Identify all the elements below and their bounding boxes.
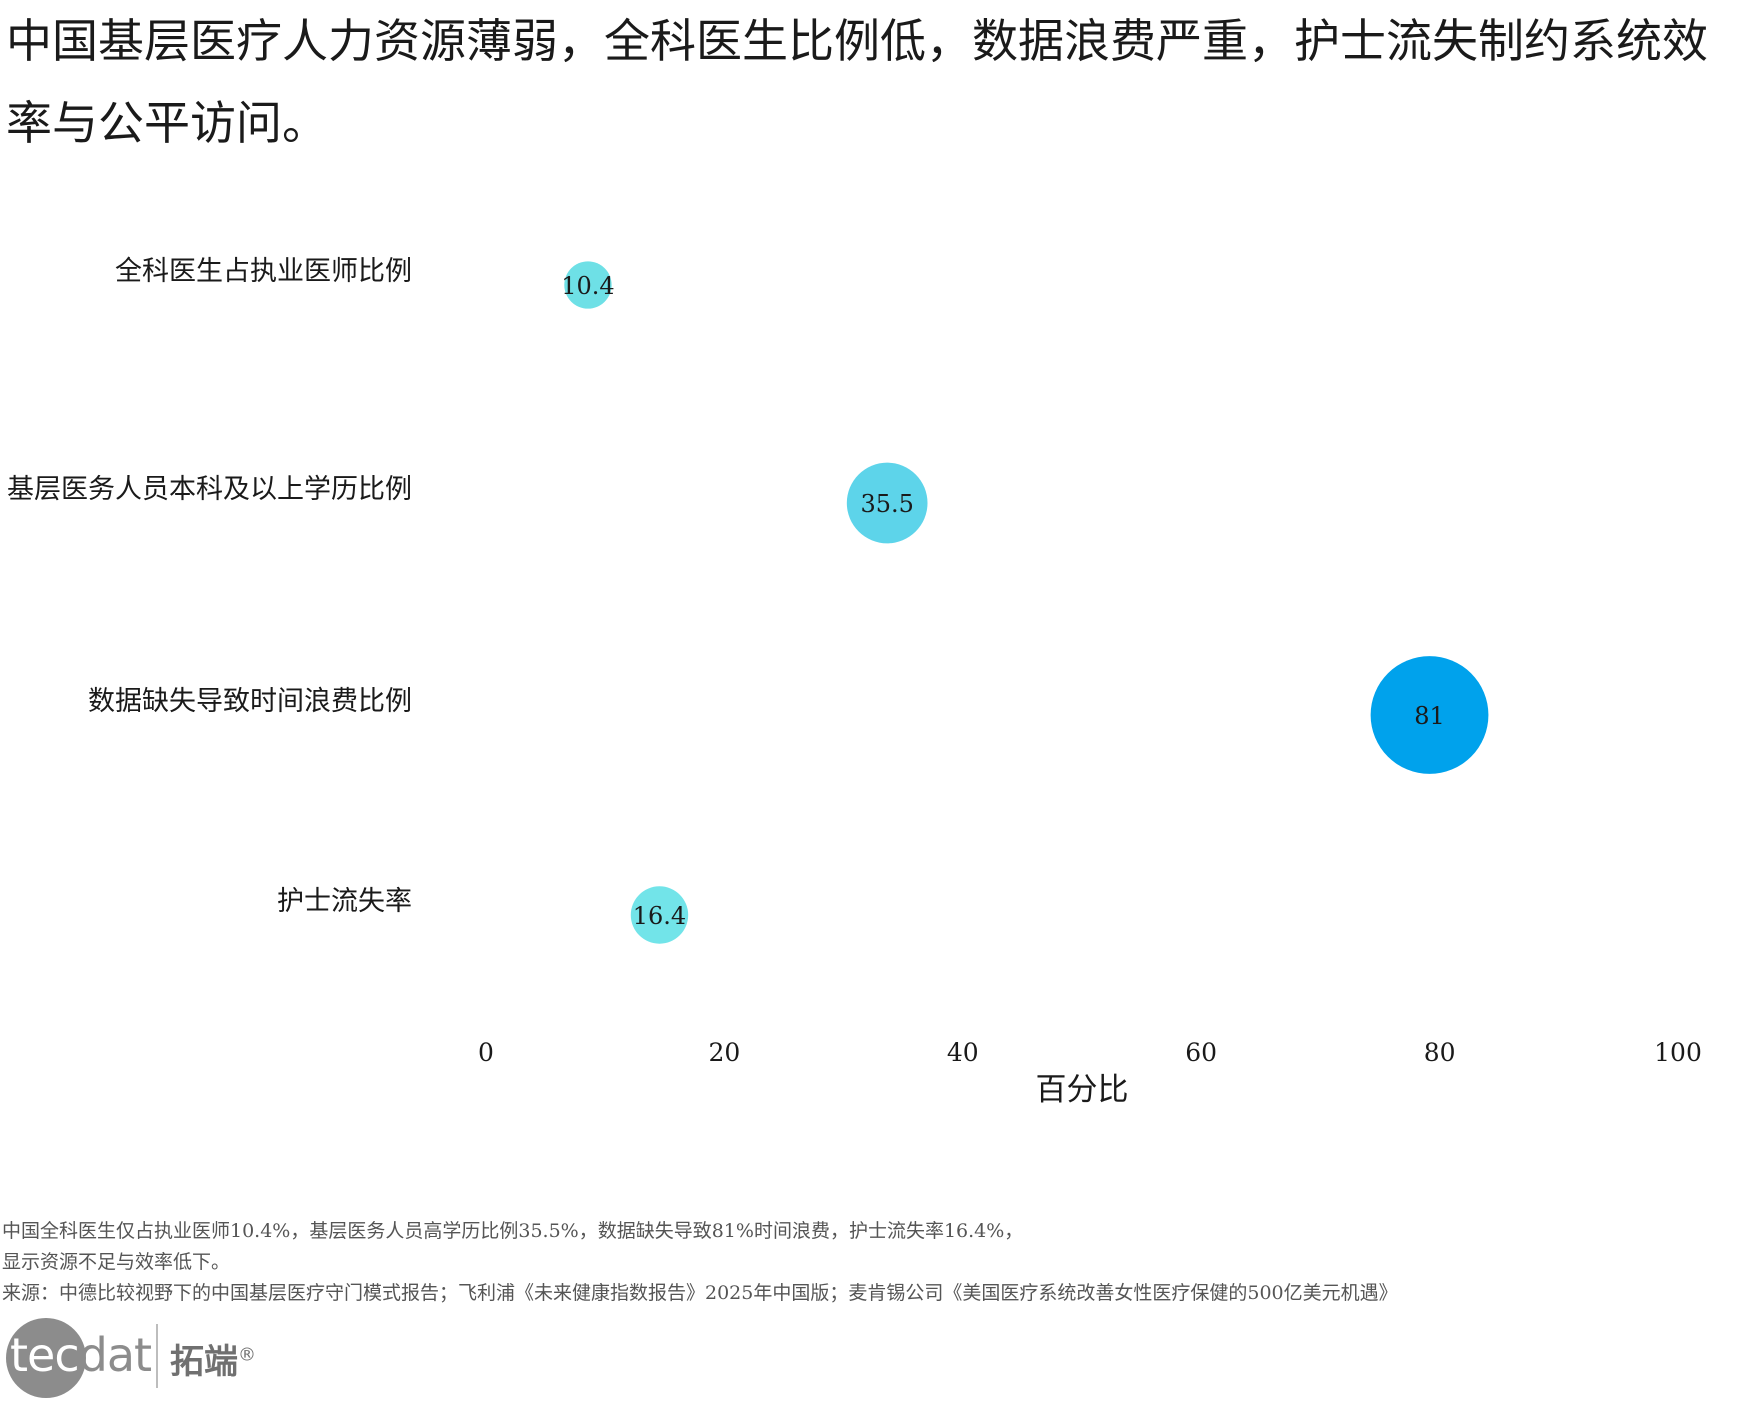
data-label: 10.4 bbox=[561, 272, 614, 300]
data-bubble bbox=[564, 261, 612, 309]
category-label: 数据缺失导致时间浪费比例 bbox=[88, 686, 412, 717]
category-label: 护士流失率 bbox=[277, 886, 412, 917]
x-tick-label: 60 bbox=[1185, 1038, 1217, 1067]
data-bubble bbox=[1370, 656, 1489, 774]
bubbles: 10.4 35.5 81 16.4 bbox=[561, 261, 1489, 944]
x-tick-label: 80 bbox=[1424, 1038, 1456, 1067]
logo-cn-text: 拓端® bbox=[170, 1342, 256, 1382]
logo-divider bbox=[156, 1324, 158, 1388]
footnote-line: 中国全科医生仅占执业医师10.4%，基层医务人员高学历比例35.5%，数据缺失导… bbox=[2, 1220, 1024, 1242]
logo-circle-icon bbox=[6, 1318, 86, 1398]
x-axis-ticks: 0 20 40 60 80 100 bbox=[478, 1038, 1702, 1067]
category-label: 全科医生占执业医师比例 bbox=[115, 256, 412, 287]
x-axis-title: 百分比 bbox=[1036, 1072, 1129, 1108]
x-tick-label: 0 bbox=[478, 1038, 494, 1067]
logo-wordmark: tecdat bbox=[10, 1328, 152, 1382]
data-label: 81 bbox=[1414, 702, 1445, 730]
chart-title: 中国基层医疗人力资源薄弱，全科医生比例低，数据浪费严重，护士流失制约系统效率与公… bbox=[6, 14, 1708, 150]
footnotes: 中国全科医生仅占执业医师10.4%，基层医务人员高学历比例35.5%，数据缺失导… bbox=[2, 1216, 1742, 1309]
data-label: 35.5 bbox=[860, 490, 913, 518]
footnote-line: 显示资源不足与效率低下。 bbox=[2, 1251, 231, 1273]
brand-logo: tecdat 拓端® bbox=[6, 1316, 306, 1398]
category-label: 基层医务人员本科及以上学历比例 bbox=[7, 474, 412, 505]
data-bubble bbox=[846, 462, 928, 544]
category-labels: 全科医生占执业医师比例基层医务人员本科及以上学历比例数据缺失导致时间浪费比例护士… bbox=[7, 256, 412, 917]
x-tick-label: 40 bbox=[947, 1038, 979, 1067]
source-line: 来源：中德比较视野下的中国基层医疗守门模式报告；飞利浦《未来健康指数报告》202… bbox=[2, 1282, 1398, 1304]
x-tick-label: 100 bbox=[1654, 1038, 1702, 1067]
data-label: 16.4 bbox=[633, 902, 686, 930]
data-bubble bbox=[630, 886, 689, 944]
x-tick-label: 20 bbox=[708, 1038, 740, 1067]
